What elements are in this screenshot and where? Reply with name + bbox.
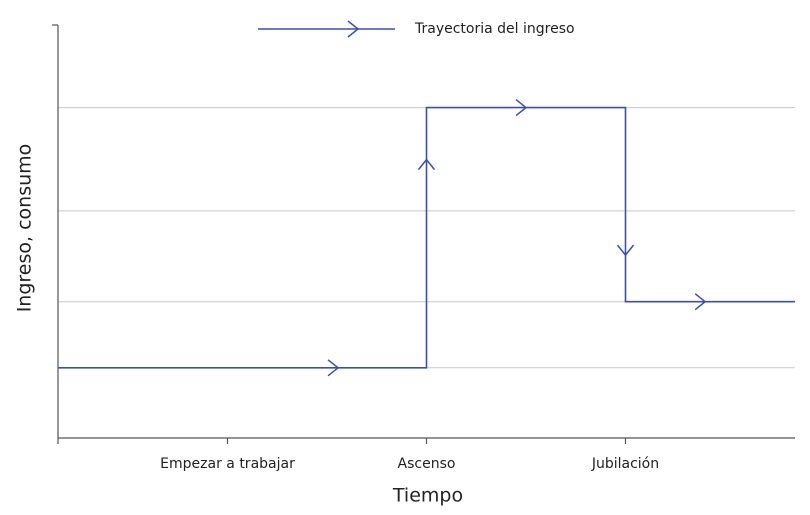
direction-arrow (417, 158, 436, 171)
direction-arrow (327, 359, 340, 377)
x-tick-label: Jubilación (591, 456, 659, 472)
legend-arrow (347, 20, 360, 38)
direction-arrow (515, 99, 528, 117)
direction-arrow (616, 244, 635, 257)
x-tick-label: Ascenso (398, 456, 456, 472)
legend-label: Trayectoria del ingreso (414, 21, 575, 37)
direction-arrow (694, 293, 707, 311)
x-axis-title: Tiempo (392, 485, 463, 507)
y-axis-title: Ingreso, consumo (14, 144, 36, 313)
income-line (58, 106, 795, 369)
x-tick-label: Empezar a trabajar (160, 456, 295, 472)
